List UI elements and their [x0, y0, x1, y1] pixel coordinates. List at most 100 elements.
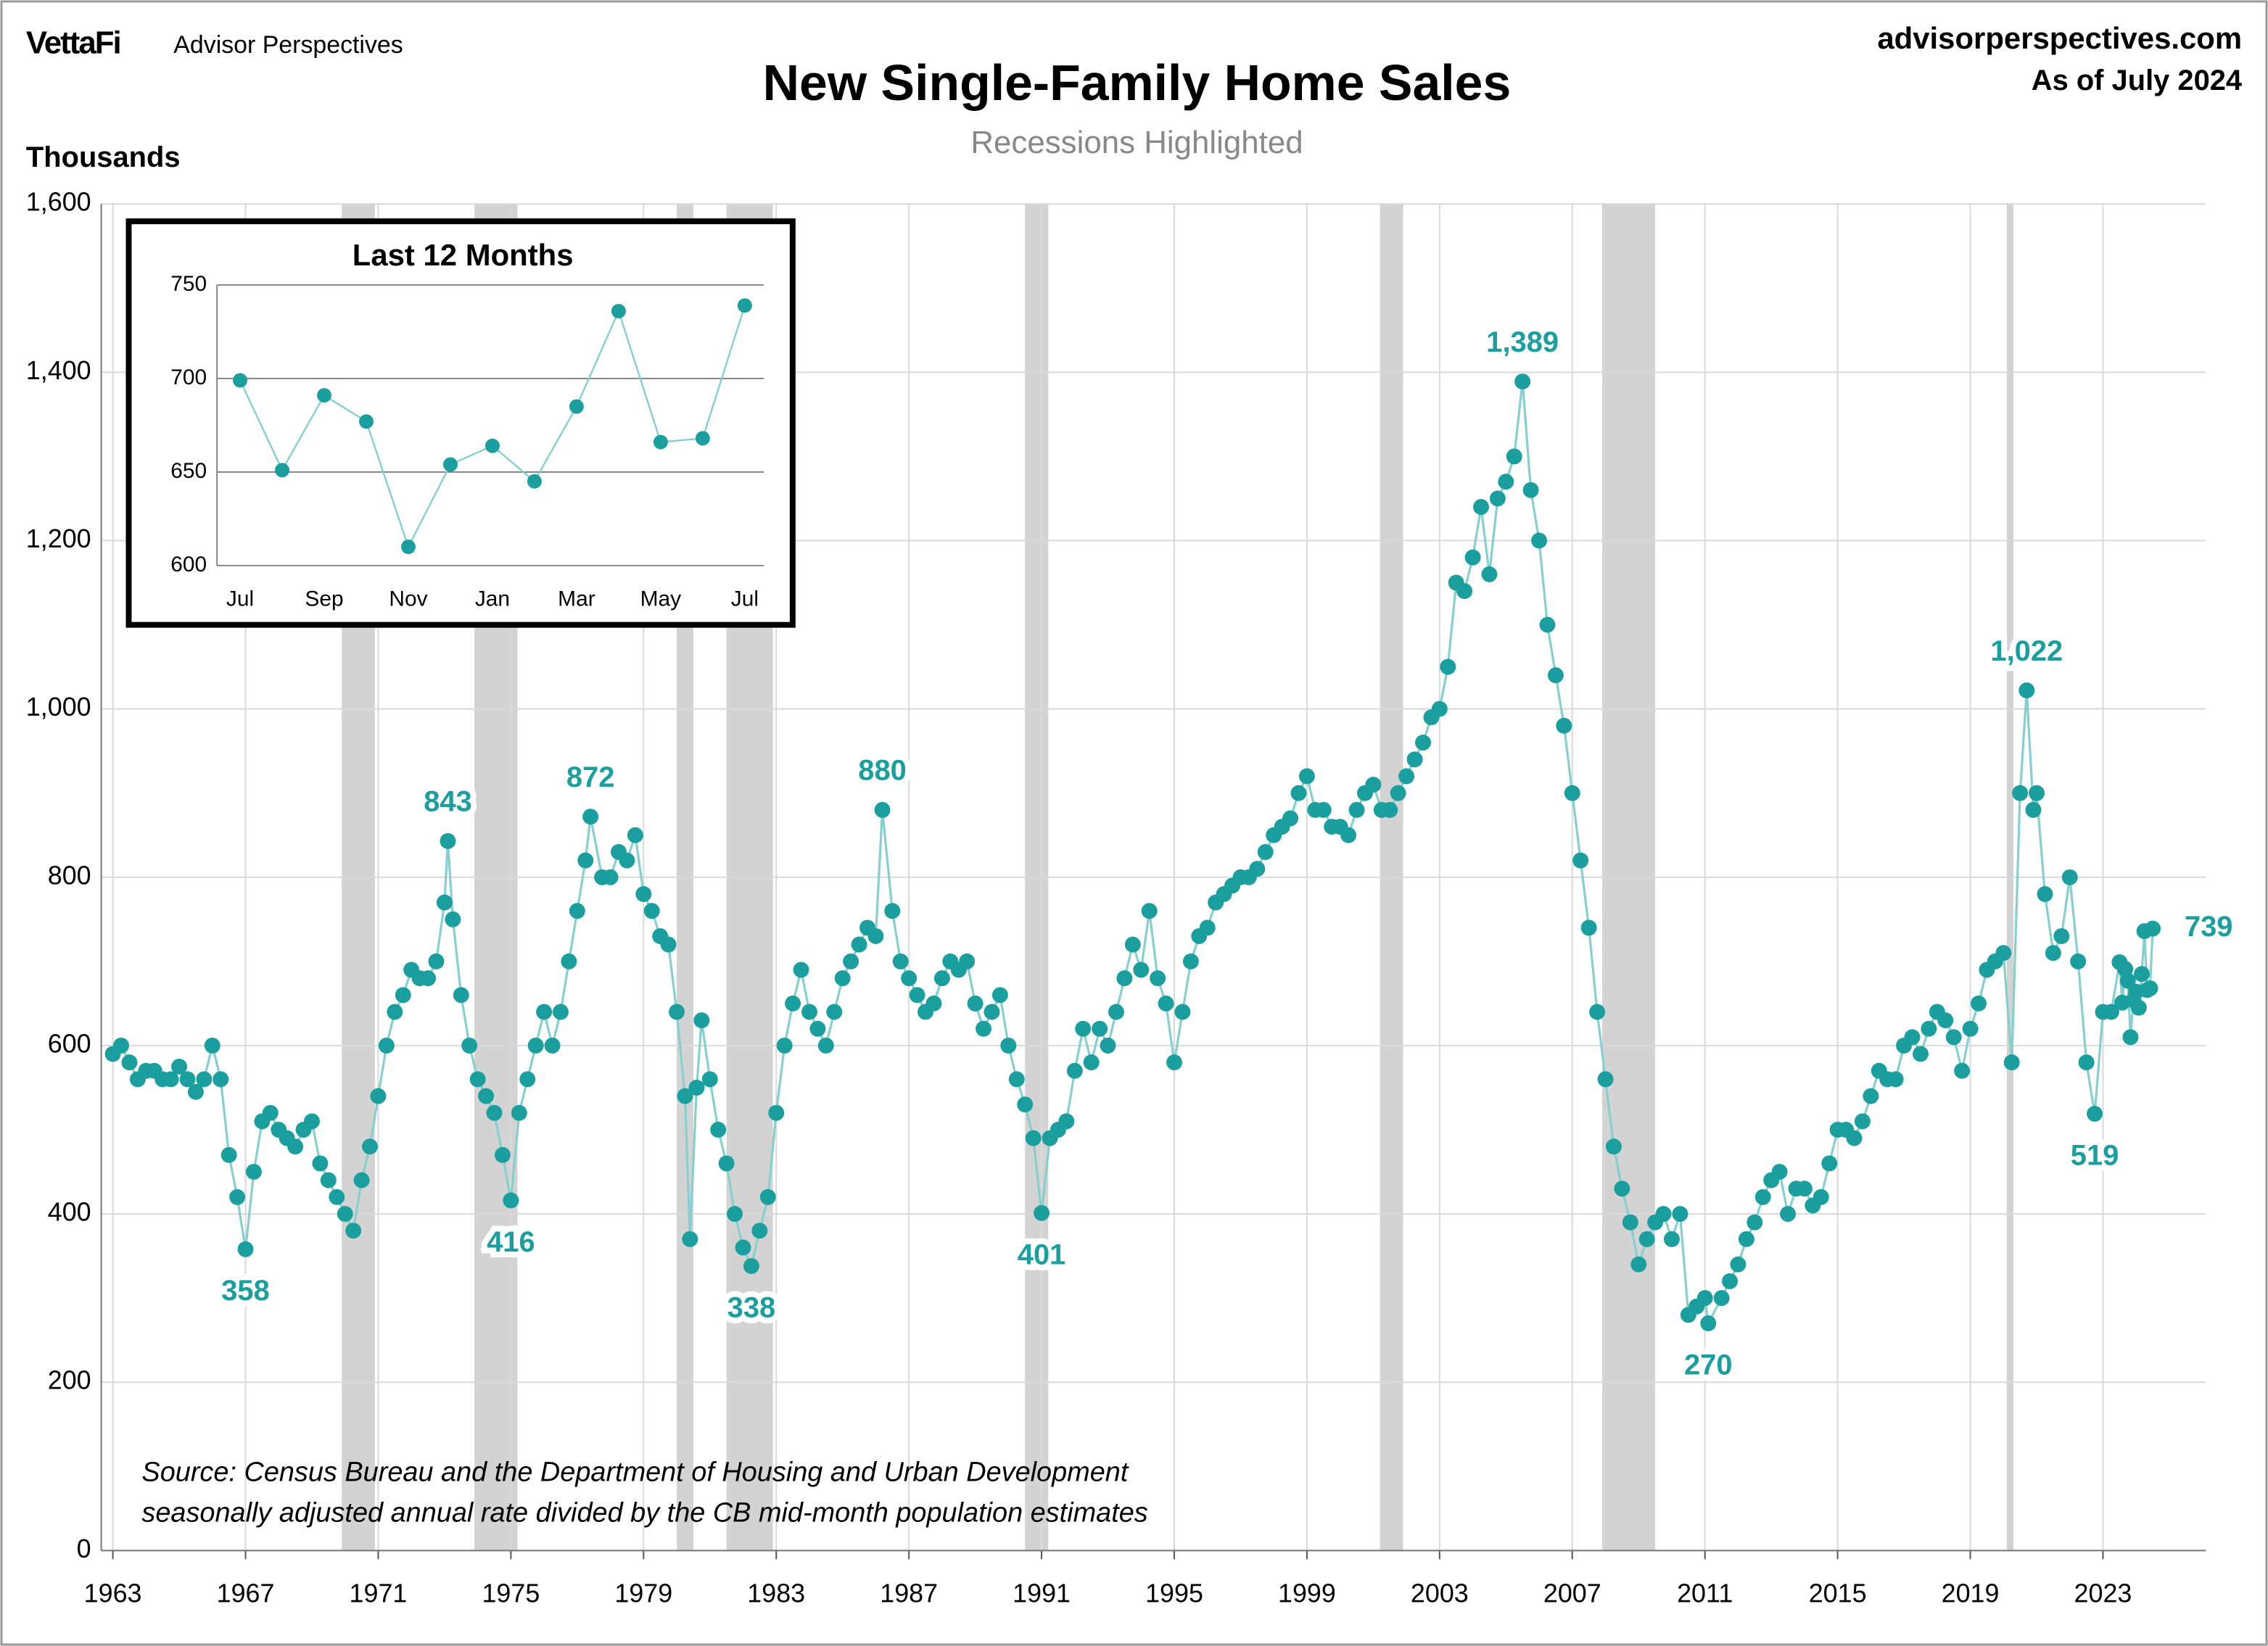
point	[1821, 1155, 1838, 1172]
point	[536, 1004, 553, 1020]
point	[345, 1223, 362, 1239]
point	[304, 1113, 320, 1130]
point	[2103, 1004, 2119, 1020]
point	[1406, 751, 1423, 768]
annotation: 1,389	[1486, 326, 1559, 358]
x-tick-label: Sep	[305, 587, 343, 611]
point	[544, 1037, 561, 1054]
x-tick-label: 1963	[84, 1579, 142, 1608]
point	[817, 1037, 834, 1054]
point	[1282, 810, 1299, 827]
point	[1066, 1062, 1083, 1079]
point	[1572, 852, 1589, 869]
point	[1531, 532, 1548, 549]
x-tick-label: 1983	[747, 1579, 805, 1608]
annotation: 843	[424, 786, 472, 818]
point	[677, 1088, 693, 1104]
x-tick-label: Jul	[226, 587, 254, 611]
x-tick-label: 1979	[614, 1579, 672, 1608]
point	[329, 1188, 345, 1205]
point	[933, 970, 950, 987]
point	[2142, 980, 2158, 996]
point	[1638, 1231, 1655, 1247]
x-tick-label: 1991	[1013, 1579, 1071, 1608]
point	[688, 1080, 705, 1096]
point	[204, 1037, 220, 1054]
point	[1340, 827, 1357, 843]
y-tick-label: 750	[170, 272, 207, 296]
x-tick-label: 2003	[1411, 1579, 1469, 1608]
point	[461, 1037, 478, 1054]
point	[527, 1037, 544, 1054]
point	[959, 953, 976, 969]
point	[121, 1054, 138, 1071]
point	[1622, 1214, 1638, 1231]
point	[179, 1071, 196, 1088]
point	[445, 911, 461, 927]
point	[370, 1088, 387, 1104]
point	[162, 1071, 179, 1088]
point	[701, 1071, 718, 1088]
point	[1058, 1113, 1075, 1130]
inset-frame	[125, 218, 796, 628]
point	[1150, 970, 1166, 987]
point	[436, 894, 453, 911]
point	[527, 473, 542, 489]
inset-plot: 600 650 700 750 Jul Sep Nov Jan Mar May Jul	[170, 272, 764, 611]
point	[275, 463, 289, 478]
point	[809, 1020, 826, 1037]
point	[312, 1155, 329, 1172]
point	[976, 1020, 992, 1037]
point	[2029, 785, 2045, 801]
point	[320, 1172, 337, 1188]
point	[2061, 869, 2078, 885]
point	[1498, 473, 1514, 490]
point	[1315, 801, 1332, 818]
point	[867, 928, 884, 945]
point	[1008, 1071, 1025, 1088]
point	[1141, 903, 1158, 919]
point	[1672, 1206, 1688, 1223]
x-tick-label: Jul	[731, 587, 759, 611]
point	[503, 1192, 519, 1209]
point	[1092, 1020, 1108, 1037]
point	[1133, 961, 1150, 978]
point	[743, 1258, 759, 1275]
point	[1630, 1256, 1647, 1273]
x-tick-label: 2019	[1942, 1579, 2000, 1608]
point	[669, 1004, 685, 1020]
x-tick-label: 1975	[482, 1579, 540, 1608]
y-tick-label: 1,200	[26, 524, 91, 553]
point	[737, 298, 752, 313]
point	[353, 1172, 370, 1188]
point	[991, 987, 1008, 1004]
source-note: Source: Census Bureau and the Department…	[141, 1457, 1129, 1488]
point	[2145, 920, 2161, 937]
point	[213, 1071, 229, 1088]
point	[442, 457, 458, 472]
point	[553, 1004, 569, 1020]
point	[682, 1231, 698, 1247]
y-tick-label: 600	[48, 1029, 91, 1058]
annotation: 880	[858, 755, 907, 787]
point	[220, 1146, 237, 1163]
point	[785, 995, 801, 1012]
point	[378, 1037, 395, 1054]
point	[196, 1071, 213, 1088]
x-tick-label: Mar	[558, 587, 595, 611]
point	[453, 987, 469, 1004]
point	[1796, 1180, 1813, 1197]
point	[851, 936, 867, 953]
x-tick-label: Jan	[475, 587, 510, 611]
point	[359, 414, 374, 429]
point	[710, 1122, 727, 1138]
point	[1954, 1062, 1971, 1079]
x-tick-label: 1987	[880, 1579, 938, 1608]
point	[1713, 1290, 1730, 1307]
x-tick-label: 2023	[2074, 1579, 2132, 1608]
point	[727, 1206, 743, 1223]
point	[874, 801, 891, 818]
point	[884, 903, 901, 919]
